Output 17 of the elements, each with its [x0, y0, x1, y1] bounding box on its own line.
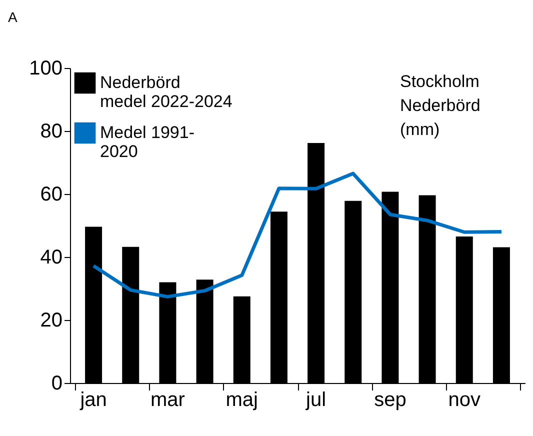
annotation: Stockholm Nederbörd (mm) — [400, 72, 480, 139]
text: A — [8, 9, 18, 25]
x-tick-label: mar — [150, 389, 186, 411]
x-tick-label: jul — [305, 389, 326, 411]
x-tick-label: maj — [226, 389, 258, 411]
y-tick-label: 20 — [40, 310, 62, 332]
x-tick-label: nov — [448, 389, 480, 411]
y-tick-label: 80 — [40, 120, 62, 142]
x-tick-label: sep — [374, 389, 406, 411]
y-tick-label: 0 — [51, 372, 62, 394]
y-tick-label: 60 — [40, 184, 62, 206]
legend-label: Nederbörd medel 2022-2024 — [100, 73, 232, 111]
y-tick-label: 100 — [29, 58, 62, 80]
legend-label: Medel 1991-2020 — [100, 123, 195, 161]
y-tick-label: 40 — [40, 246, 62, 268]
line-series — [92, 172, 504, 298]
x-tick-label: jan — [79, 389, 107, 411]
